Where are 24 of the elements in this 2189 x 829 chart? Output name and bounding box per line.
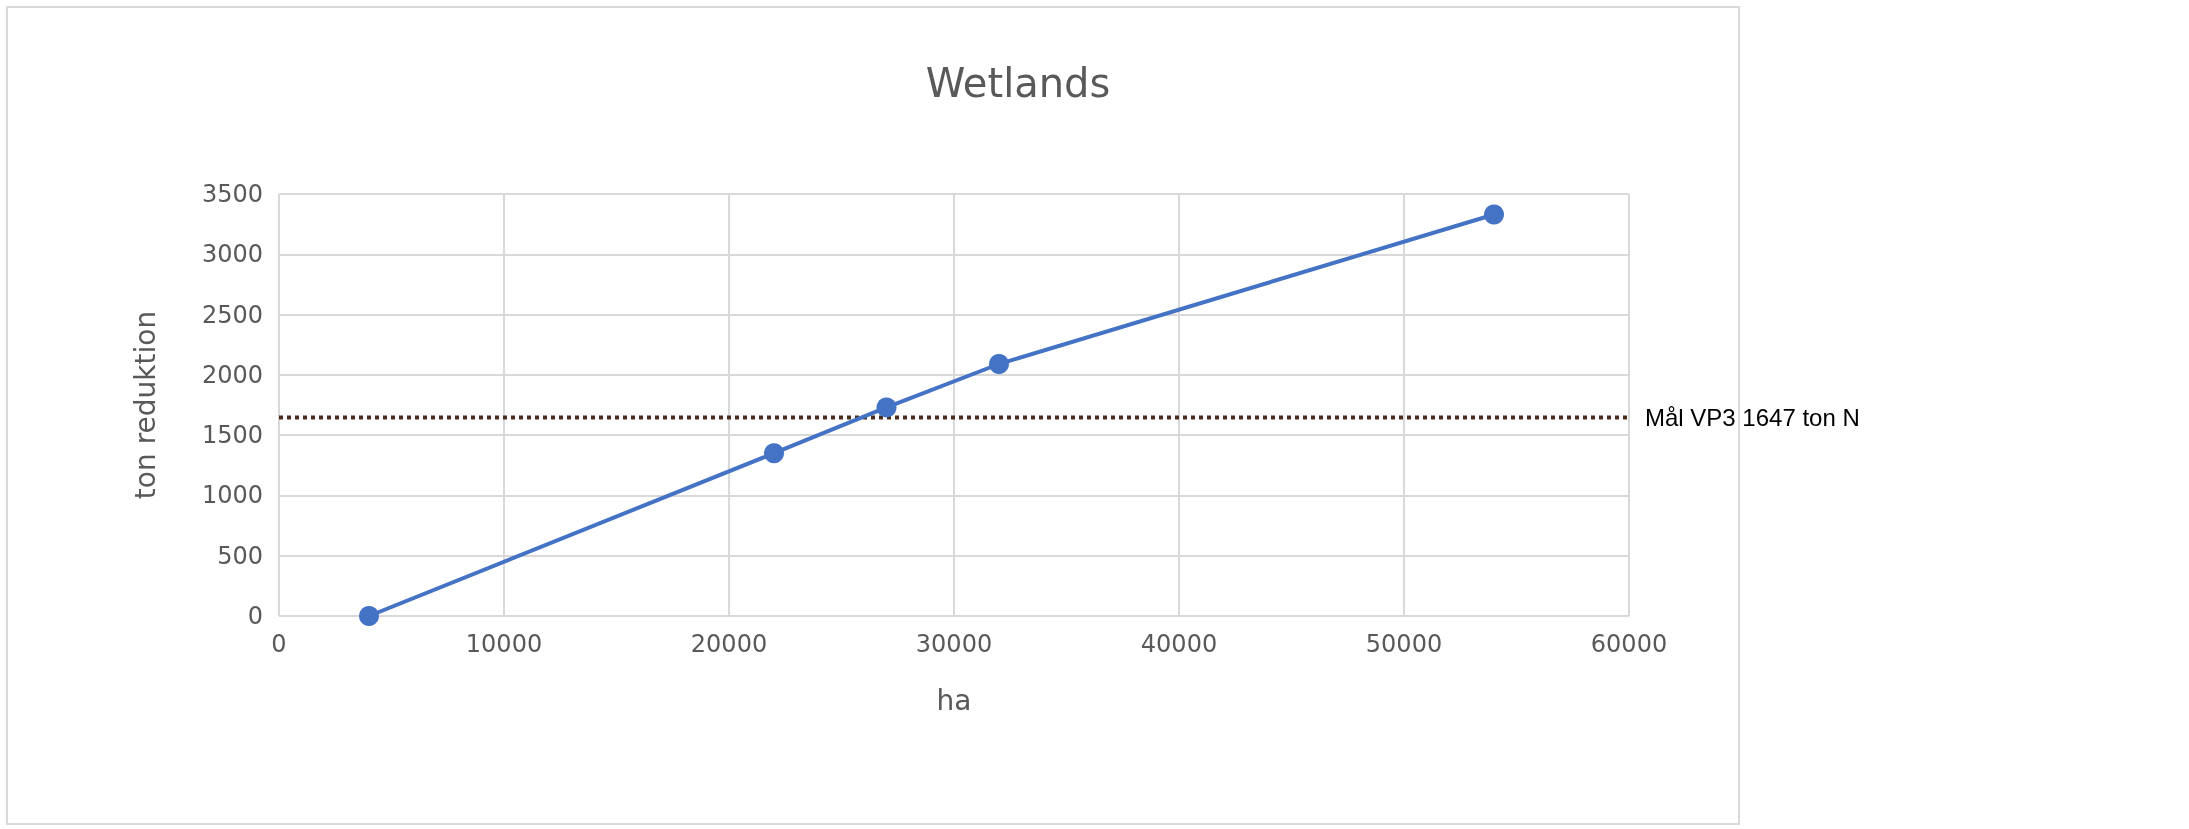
y-tick-label: 2500 xyxy=(201,300,263,329)
ref-line-label: Mål VP3 1647 ton N xyxy=(1645,403,1860,431)
point xyxy=(764,443,784,464)
y-tick-label: 2000 xyxy=(201,360,263,389)
y-tick-label: 3000 xyxy=(201,240,263,269)
point xyxy=(1484,204,1504,225)
x-axis-title: ha xyxy=(936,683,972,717)
y-tick-label: 0 xyxy=(247,602,263,630)
x-tick-label: 60000 xyxy=(1590,630,1668,658)
x-tick-label: 30000 xyxy=(915,630,993,658)
point xyxy=(359,606,379,626)
y-tick-label: 1500 xyxy=(201,421,263,450)
x-tick-label: 20000 xyxy=(690,630,768,658)
y-axis-title: ton reduktion xyxy=(128,310,162,500)
x-tick-label: 50000 xyxy=(1365,630,1443,658)
point xyxy=(989,354,1009,374)
point xyxy=(876,397,897,418)
x-tick-label: 40000 xyxy=(1140,630,1218,658)
chart-title: Wetlands xyxy=(925,60,1111,106)
y-tick-label: 1000 xyxy=(201,481,263,510)
y-tick-label: 500 xyxy=(217,541,263,570)
y-tick-label: 3500 xyxy=(201,180,263,208)
x-tick-label: 10000 xyxy=(465,630,543,658)
x-tick-label: 0 xyxy=(271,630,287,658)
